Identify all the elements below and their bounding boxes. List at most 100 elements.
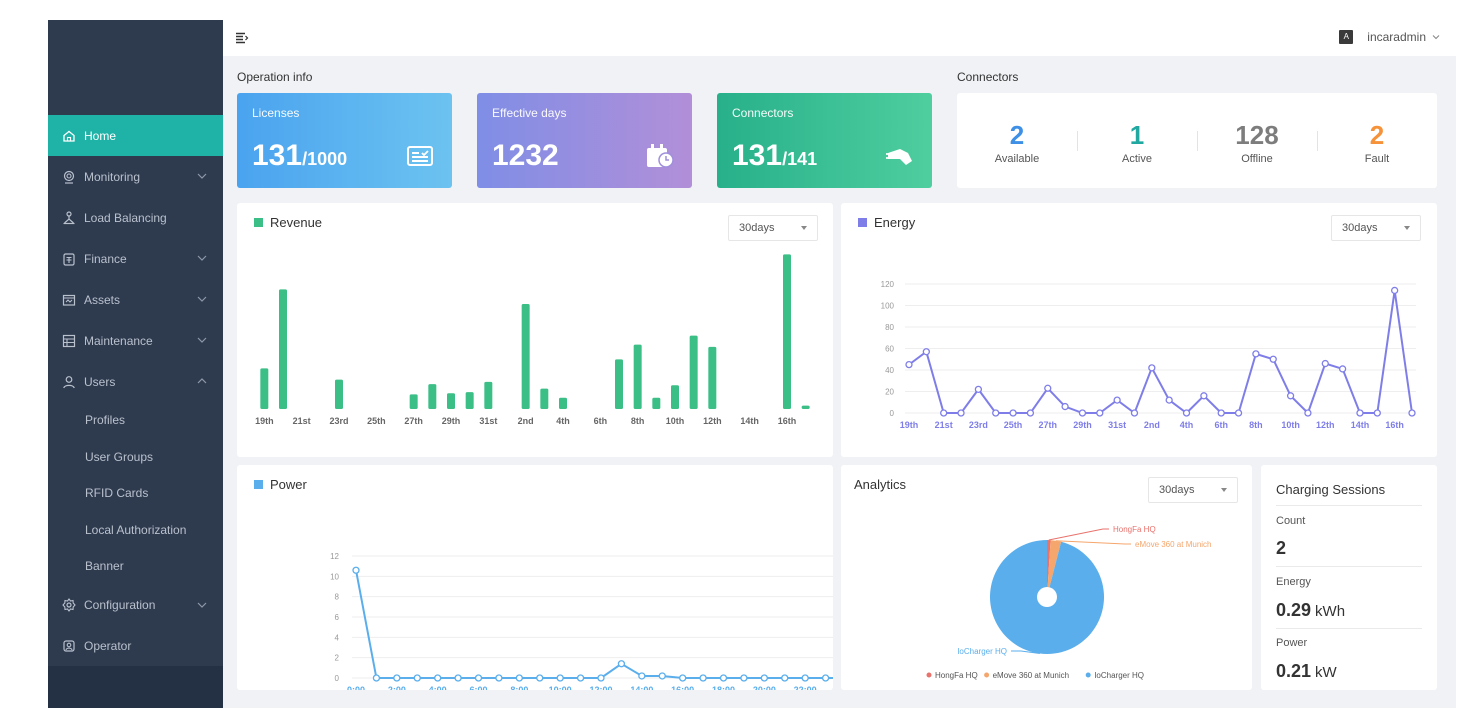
sidebar-menu: Home Monitoring Load Balancing Finance A… [48,115,223,667]
sidebar-subitem-local-authorization[interactable]: Local Authorization [48,512,223,549]
data-point [1217,409,1225,417]
sidebar-subitem-rfid-cards[interactable]: RFID Cards [48,475,223,512]
data-point [1061,402,1069,411]
y-tick-label: 60 [885,345,894,354]
revenue-bar [260,368,269,409]
sidebar-item-home[interactable]: Home [48,115,223,156]
revenue-x-tick-label: 6th [594,416,608,426]
x-tick-label: 6:00 [469,685,487,690]
revenue-bar [671,385,679,409]
menu-toggle-icon[interactable] [235,31,249,45]
sidebar-subitem-banner[interactable]: Banner [48,548,223,585]
connectors-card-value: 131/141 [732,139,818,172]
revenue-x-tick-label: 31st [479,416,497,426]
legend-square-icon [254,218,263,227]
x-tick-label: 14:00 [630,685,653,690]
sidebar-item-operator[interactable]: Operator [48,626,223,667]
data-point [617,660,626,668]
energy-panel: Energy 30days 0 20 40 60 80 100 120 19th 21st 23r… [841,203,1437,457]
x-tick-label: 6th [1214,420,1228,430]
connectors-card[interactable]: Connectors 131/141 [717,93,932,188]
revenue-bar [689,335,698,409]
top-header: A incaradmin [223,20,1456,56]
count-label: Count [1276,515,1306,527]
x-tick-label: 21st [935,420,953,430]
legend-label: HongFa HQ [935,671,978,680]
x-tick-label: 20:00 [753,685,776,690]
sidebar-item-maintenance[interactable]: Maintenance [48,320,223,361]
data-point [922,348,930,356]
connector-stat-offline[interactable]: 128 Offline [1197,120,1317,165]
chevron-down-icon [197,602,207,608]
caret-down-icon [1404,226,1410,230]
x-tick-label: 14th [1351,420,1370,430]
sidebar-item-assets[interactable]: Assets [48,279,223,320]
x-tick-label: 12th [1316,420,1335,430]
app-window: Home Monitoring Load Balancing Finance A… [48,20,1456,708]
settings-icon [62,598,76,612]
y-tick-label: 0 [335,674,340,683]
chevron-up-icon [197,378,207,384]
sidebar-subitem-user-groups[interactable]: User Groups [48,439,223,476]
data-point [699,674,707,682]
y-tick-label: 10 [330,572,339,581]
connector-stat-label: Offline [1241,153,1273,165]
sidebar-item-label: Operator [84,639,132,653]
data-point [1286,392,1295,400]
connector-stat-label: Available [994,153,1040,165]
analytics-title: Analytics [854,477,907,492]
energy-period-select[interactable]: 30days [1331,215,1421,241]
user-menu[interactable]: A incaradmin [1339,30,1442,44]
y-tick-label: 80 [885,323,894,332]
effective-days-card[interactable]: Effective days 1232 [477,93,692,188]
revenue-x-tick-label: 23rd [329,416,348,426]
username: incaradmin [1367,30,1426,44]
sidebar-subitem-profiles[interactable]: Profiles [48,402,223,439]
revenue-period-select[interactable]: 30days [728,215,818,241]
connector-stat-fault[interactable]: 2 Fault [1317,120,1437,165]
plug-icon [886,149,912,165]
network-icon [63,210,75,224]
analytics-panel: Analytics 30days HongFa HQ eMove 360 at M… [841,465,1252,690]
y-tick-label: 8 [335,593,340,602]
sidebar-item-load-balancing[interactable]: Load Balancing [48,197,223,238]
sidebar-item-users[interactable]: Users [48,361,223,402]
charging-sessions-panel: Charging Sessions Count 2 Energy 0.29 kWh… [1261,465,1437,690]
pie-slice-label: HongFa HQ [1113,525,1156,534]
connector-stat-available[interactable]: 2 Available [957,120,1077,165]
data-point [1078,409,1087,417]
sidebar-item-finance[interactable]: Finance [48,238,223,279]
y-tick-label: 100 [881,302,895,311]
legend-square-icon [254,480,263,489]
connector-stat-label: Fault [1364,153,1390,165]
language-icon[interactable]: A [1339,30,1354,44]
data-point [974,385,983,394]
data-point [658,672,666,680]
x-tick-label: 10th [1281,420,1300,430]
connector-stat-active[interactable]: 1 Active [1077,120,1197,165]
licenses-card[interactable]: Licenses 131/1000 [237,93,452,188]
power-chart: 0 2 4 6 8 10 12 0:00 2:00 4:00 6:00 8:00 10:00 12:00 1… [330,552,833,690]
chevron-down-icon [1432,35,1440,40]
maintenance-icon [62,334,76,347]
revenue-bar [409,394,418,409]
legend-dot [1085,672,1091,678]
assets-icon [62,294,76,306]
data-point [1321,359,1329,368]
x-tick-label: 27th [1039,420,1058,430]
revenue-bar [559,397,567,409]
x-tick-label: 12:00 [589,685,612,690]
data-point [1113,396,1121,404]
data-point [740,674,748,682]
data-point [1373,409,1381,417]
x-tick-label: 4th [1180,420,1194,430]
sidebar-item-monitoring[interactable]: Monitoring [48,156,223,197]
sidebar-item-label: Finance [84,251,127,266]
sidebar-item-label: Monitoring [84,169,141,184]
analytics-period-select[interactable]: 30days [1148,477,1238,503]
data-point [1044,384,1052,392]
data-point [1009,409,1017,417]
sidebar-item-configuration[interactable]: Configuration [48,585,223,626]
revenue-x-tick-label: 29th [442,416,461,426]
data-point [495,674,503,682]
